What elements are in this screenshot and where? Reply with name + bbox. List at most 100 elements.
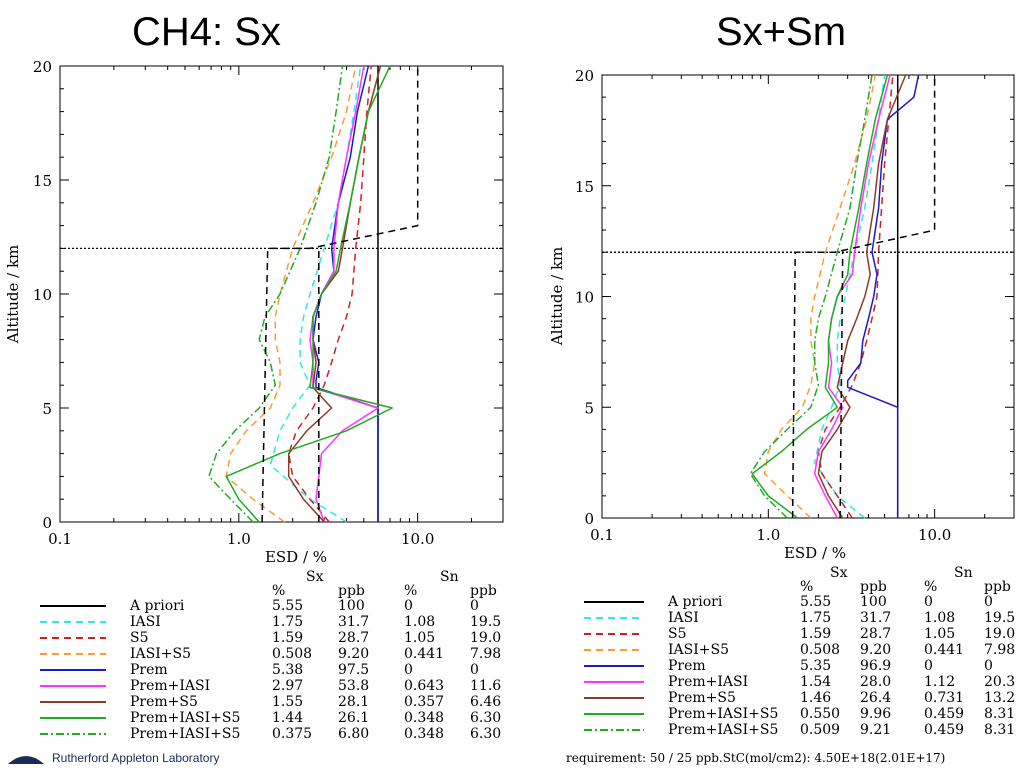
legend-sx-pct: 0.508 (800, 642, 841, 658)
legend-sx-ppb: 96.9 (860, 658, 892, 674)
legend-row-iasi: IASI 1.75 31.7 1.08 19.5 (40, 614, 520, 630)
left-y-tick-label: 10 (33, 286, 52, 304)
legend-sn-ppb: 7.98 (984, 642, 1016, 658)
legend-sn-pct: 0.441 (404, 646, 445, 662)
legend-row-iasi: IASI 1.75 31.7 1.08 19.5 (584, 610, 1024, 626)
legend-label: Prem+IASI (668, 674, 749, 690)
legend-sn-ppb: 8.31 (984, 722, 1016, 738)
legend-sn-ppb: 0 (470, 598, 479, 614)
legend-swatch (584, 713, 644, 715)
sn-ppb-header: ppb (470, 583, 497, 599)
legend-swatch (584, 601, 644, 603)
legend-sx-pct: 0.375 (272, 726, 313, 742)
legend-sn-pct: 1.05 (404, 630, 436, 646)
legend-sx-pct: 2.97 (272, 678, 304, 694)
right-series-prem-iasi-s5-b (749, 74, 873, 519)
legend-sx-ppb: 26.1 (338, 710, 370, 726)
sx-pct-header: % (272, 583, 286, 599)
legend-label: Prem+IASI (130, 678, 211, 694)
sx-header: Sx (306, 569, 324, 585)
legend-swatch (40, 621, 106, 623)
legend-sn-ppb: 19.5 (470, 614, 502, 630)
legend-sn-pct: 0 (924, 658, 933, 674)
legend-label: IASI (668, 610, 699, 626)
requirement-note: requirement: 50 / 25 ppb.StC(mol/cm2): 4… (566, 751, 946, 765)
legend-sx-pct: 0.508 (272, 646, 313, 662)
right-series-prem-iasi-s5 (751, 74, 889, 519)
legend-label: IASI+S5 (668, 642, 729, 658)
legend-swatch (584, 729, 644, 731)
legend-sn-ppb: 19.5 (984, 610, 1016, 626)
legend-sn-pct: 0.357 (404, 694, 445, 710)
legend-sn-pct: 0.731 (924, 690, 965, 706)
legend-sx-ppb: 6.80 (338, 726, 370, 742)
legend-sn-pct: 0.348 (404, 726, 445, 742)
right-series-prem-s5 (817, 74, 907, 519)
legend-sn-ppb: 0 (470, 662, 479, 678)
right-x-tick-label: 1.0 (756, 526, 780, 544)
legend-sx-ppb: 100 (860, 594, 887, 610)
legend-label: A priori (668, 594, 723, 610)
legend-row-prem-iasi: Prem+IASI 2.97 53.8 0.643 11.6 (40, 678, 520, 694)
legend-sx-ppb: 31.7 (860, 610, 892, 626)
legend-sn-ppb: 11.6 (470, 678, 502, 694)
legend-sx-pct: 1.75 (272, 614, 304, 630)
legend-swatch (40, 605, 106, 607)
right-x-axis-label: ESD / % (784, 544, 846, 562)
legend-swatch (40, 717, 106, 719)
legend-label: Prem+IASI+S5 (130, 710, 241, 726)
chart-title-right: Sx+Sm (716, 10, 847, 54)
legend-sn-pct: 1.08 (404, 614, 436, 630)
legend-label: A priori (130, 598, 185, 614)
legend-sx-ppb: 9.96 (860, 706, 892, 722)
right-series-a-priori (791, 75, 936, 519)
sn-header: Sn (440, 569, 459, 585)
right-plot-frame (601, 74, 1015, 519)
sx-header: Sx (830, 565, 848, 581)
legend-swatch (40, 685, 106, 687)
right-y-tick-label: 5 (584, 399, 594, 417)
legend-sn-ppb: 0 (984, 658, 993, 674)
legend-row-iasi-s5: IASI+S5 0.508 9.20 0.441 7.98 (40, 646, 520, 662)
legend-row-s5: S5 1.59 28.7 1.05 19.0 (584, 626, 1024, 642)
legend-row-prem-iasi-s5: Prem+IASI+S5 0.550 9.96 0.459 8.31 (584, 706, 1024, 722)
legend-row-iasi-s5: IASI+S5 0.508 9.20 0.441 7.98 (584, 642, 1024, 658)
right-y-tick-label: 20 (575, 67, 594, 85)
legend-sn-pct: 1.12 (924, 674, 956, 690)
legend-sx-ppb: 28.7 (338, 630, 370, 646)
legend-swatch (584, 681, 644, 683)
legend-sn-ppb: 6.46 (470, 694, 502, 710)
legend-sn-ppb: 0 (984, 594, 993, 610)
left-x-tick-label: 10.0 (401, 530, 434, 548)
legend-label: IASI (130, 614, 161, 630)
right-y-axis-label: Altitude / km (548, 247, 566, 347)
legend-swatch (40, 637, 106, 639)
sn-header: Sn (954, 565, 973, 581)
legend-sn-ppb: 19.0 (470, 630, 502, 646)
legend-swatch (40, 653, 106, 655)
legend-row-prem-iasi-s5-b: Prem+IASI+S5 0.509 9.21 0.459 8.31 (584, 722, 1024, 738)
left-y-tick-label: 15 (33, 172, 52, 190)
legend-swatch (40, 669, 106, 671)
legend-sn-pct: 0.643 (404, 678, 445, 694)
legend-swatch (584, 697, 644, 699)
legend-sn-pct: 0 (404, 662, 413, 678)
legend-row-prem-iasi: Prem+IASI 1.54 28.0 1.12 20.3 (584, 674, 1024, 690)
legend-row-prem-s5: Prem+S5 1.55 28.1 0.357 6.46 (40, 694, 520, 710)
legend-label: Prem+IASI+S5 (668, 722, 779, 738)
legend-sn-pct: 0.459 (924, 706, 965, 722)
legend-sx-ppb: 53.8 (338, 678, 370, 694)
legend-label: IASI+S5 (130, 646, 191, 662)
left-x-tick-label: 1.0 (227, 530, 251, 548)
legend-sn-pct: 0.441 (924, 642, 965, 658)
left-x-tick-label: 0.1 (48, 530, 72, 548)
legend-row-a-priori: A priori 5.55 100 0 0 (584, 594, 1024, 610)
left-series-iasi (269, 65, 362, 523)
legend-sx-pct: 1.54 (800, 674, 832, 690)
legend-sx-ppb: 100 (338, 598, 365, 614)
left-x-axis-label: ESD / % (265, 548, 327, 566)
right-y-tick-label: 0 (584, 510, 594, 528)
legend-swatch (584, 617, 644, 619)
legend-sx-ppb: 31.7 (338, 614, 370, 630)
right-y-tick-label: 10 (575, 289, 594, 307)
